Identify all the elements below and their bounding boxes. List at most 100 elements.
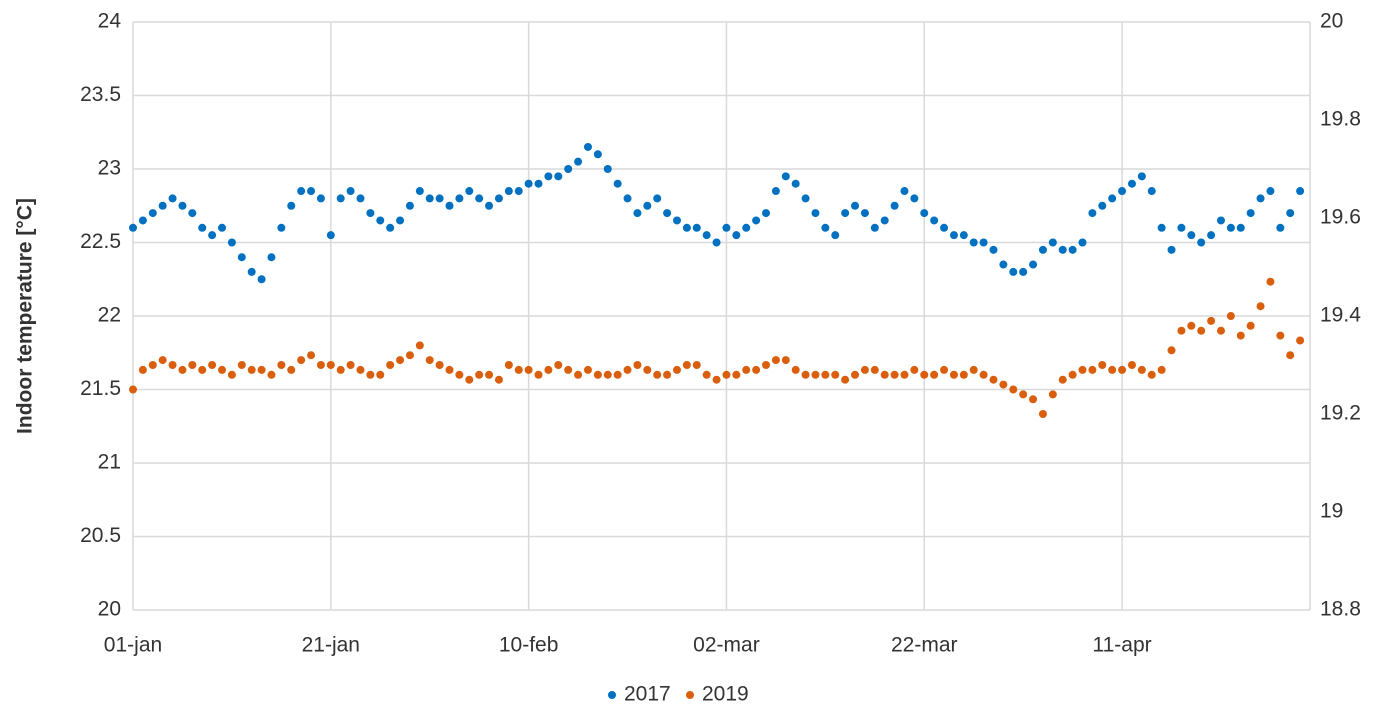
point — [860, 365, 869, 374]
point — [376, 370, 385, 379]
point — [336, 365, 345, 374]
point — [485, 201, 494, 210]
point — [1038, 410, 1047, 418]
point — [198, 365, 207, 374]
point — [613, 179, 622, 188]
point — [999, 380, 1008, 389]
point — [148, 209, 157, 218]
point — [1246, 321, 1255, 330]
point — [593, 150, 602, 159]
point — [890, 201, 899, 210]
point — [514, 365, 523, 374]
point — [396, 356, 405, 365]
point — [623, 365, 632, 374]
point — [851, 201, 860, 210]
point — [574, 157, 583, 166]
point — [267, 253, 276, 262]
point — [880, 370, 889, 379]
y-tick-label: 23.5 — [80, 83, 121, 106]
point — [277, 361, 286, 369]
y-tick-label: 21 — [98, 451, 121, 474]
point — [178, 365, 187, 374]
point — [653, 370, 662, 379]
point — [1127, 361, 1136, 369]
point — [475, 194, 484, 203]
point — [376, 216, 385, 225]
point — [1216, 326, 1225, 335]
point — [524, 179, 533, 188]
point — [1108, 365, 1117, 374]
y-tick-label: 22.5 — [80, 230, 121, 253]
point — [336, 194, 345, 203]
point — [1009, 267, 1018, 276]
point — [287, 201, 296, 210]
point — [712, 238, 721, 247]
point — [1068, 245, 1077, 254]
point — [949, 231, 958, 240]
point — [663, 209, 672, 218]
legend-marker — [686, 691, 694, 699]
point — [405, 201, 414, 210]
point — [979, 238, 988, 247]
point — [672, 216, 681, 225]
legend-label: 2019 — [702, 683, 749, 706]
point — [297, 356, 306, 365]
point — [1068, 370, 1077, 379]
point — [831, 231, 840, 240]
point — [168, 194, 177, 203]
point — [1286, 209, 1295, 218]
point — [158, 201, 167, 210]
point — [346, 187, 355, 196]
point — [178, 201, 187, 210]
point — [811, 370, 820, 379]
point — [979, 370, 988, 379]
point — [732, 370, 741, 379]
y-tick-label: 24 — [98, 10, 122, 33]
point — [356, 365, 365, 374]
point — [851, 370, 860, 379]
point — [465, 187, 474, 196]
point — [633, 361, 642, 369]
x-tick-label: 11-apr — [1092, 634, 1151, 657]
point — [643, 201, 652, 210]
point — [435, 361, 444, 369]
y-tick-label: 20 — [98, 598, 121, 621]
point — [900, 187, 909, 196]
point — [613, 370, 622, 379]
point — [1177, 326, 1186, 335]
point — [188, 361, 197, 369]
point — [485, 370, 494, 379]
point — [425, 356, 434, 365]
point — [158, 356, 167, 365]
point — [386, 361, 395, 369]
point — [316, 361, 325, 369]
point — [445, 201, 454, 210]
x-tick-label: 02-mar — [693, 634, 760, 657]
point — [989, 245, 998, 254]
point — [1167, 245, 1176, 254]
point — [1177, 223, 1186, 232]
point — [1058, 375, 1067, 384]
point — [593, 370, 602, 379]
point — [583, 365, 592, 374]
point — [227, 370, 236, 379]
y-tick-label: 22 — [98, 304, 121, 327]
point — [910, 365, 919, 374]
point — [663, 370, 672, 379]
point — [1147, 370, 1156, 379]
point — [564, 165, 573, 173]
point — [653, 194, 662, 203]
point — [1266, 277, 1275, 286]
point — [257, 275, 266, 284]
point — [455, 194, 464, 203]
point — [475, 370, 484, 379]
point — [1078, 365, 1087, 374]
point — [781, 172, 790, 181]
point — [1118, 365, 1127, 374]
point — [831, 370, 840, 379]
point — [1167, 346, 1176, 355]
point — [514, 187, 523, 196]
point — [544, 172, 553, 181]
x-tick-label: 10-feb — [499, 634, 559, 657]
point — [841, 375, 850, 384]
